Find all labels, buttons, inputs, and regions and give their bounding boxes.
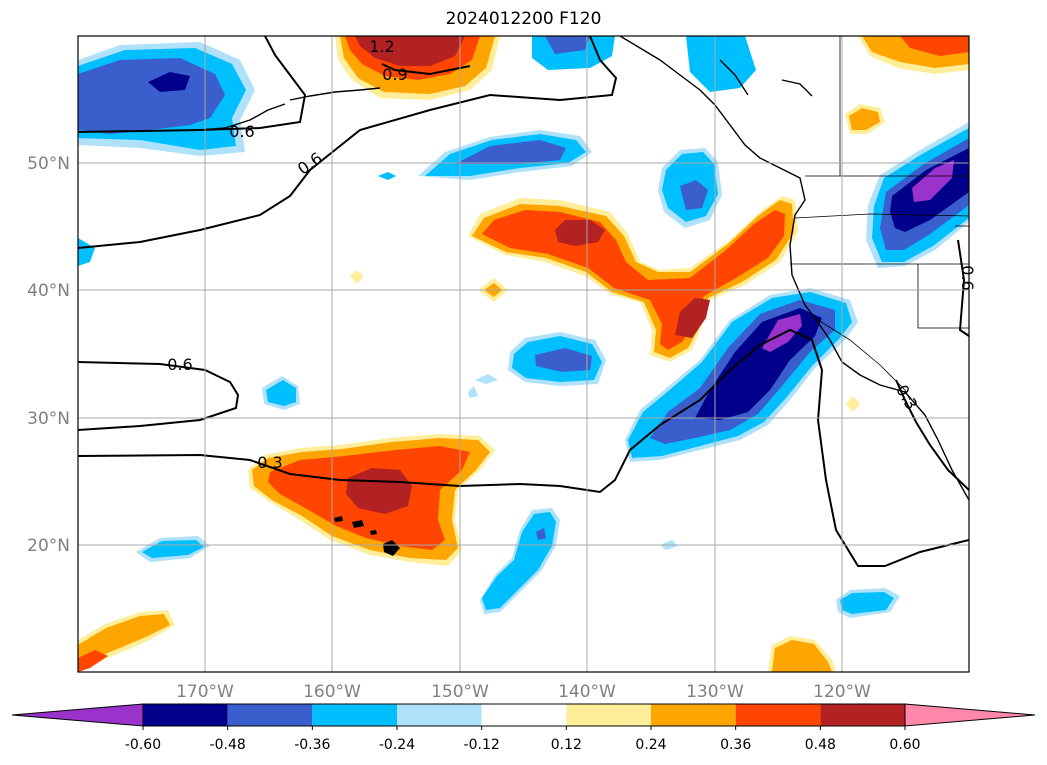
hawaii-islands	[334, 516, 400, 556]
negative-anomaly-central-north	[418, 130, 592, 180]
positive-anomaly-south	[768, 636, 836, 672]
longitude-tick-label: 170°W	[176, 682, 234, 702]
colorbar-segment	[566, 704, 651, 726]
colorbar-tick-label: -0.60	[125, 737, 161, 753]
longitude-labels: 170°W 160°W 150°W 140°W 130°W 120°W	[176, 682, 871, 702]
colorbar-tick-label: -0.12	[464, 737, 500, 753]
negative-anomaly-pacific-nw	[866, 122, 969, 268]
longitude-tick-label: 120°W	[813, 682, 871, 702]
negative-anomaly-small	[262, 172, 678, 550]
colorbar-segment	[143, 704, 228, 726]
latitude-tick-label: 40°N	[27, 281, 70, 301]
negative-anomaly-west-edge	[78, 238, 95, 266]
latitude-tick-label: 20°N	[27, 536, 70, 556]
gridlines	[78, 36, 969, 672]
map-frame	[77, 35, 970, 673]
contour-label: 0.3	[257, 453, 282, 472]
colorbar-tick-label: -0.24	[379, 737, 415, 753]
colorbar-segment	[397, 704, 482, 726]
contour-label: 1.2	[369, 37, 394, 56]
map-title: 2024012200 F120	[445, 9, 602, 29]
coastline	[199, 36, 969, 501]
colorbar-extend-high	[904, 703, 1036, 727]
colorbar: -0.60 -0.48 -0.36 -0.24 -0.12 0.12 0.24 0.36 0.4…	[11, 703, 1036, 753]
positive-anomaly-hawaii	[248, 434, 495, 566]
contour-label: 0.6	[229, 122, 254, 141]
colorbar-segment	[820, 704, 905, 726]
map-panel	[78, 36, 969, 672]
colorbar-tick-label: 0.12	[551, 737, 582, 753]
colorbar-segment	[481, 704, 567, 726]
colorbar-tick-label: -0.36	[294, 737, 330, 753]
contour-labels: 1.2 0.9 0.6 0.6 0.6 0.3 0.6 0.3	[167, 37, 977, 472]
colorbar-segment	[312, 704, 397, 726]
colorbar-segment	[735, 704, 821, 726]
colorbar-extend-low	[11, 703, 144, 727]
colorbar-tick-label: 0.36	[720, 737, 751, 753]
colorbar-tick-label: 0.48	[805, 737, 836, 753]
longitude-tick-label: 140°W	[558, 682, 616, 702]
positive-anomaly-southwest	[78, 610, 175, 672]
colorbar-tick-label: 0.24	[635, 737, 666, 753]
negative-anomaly-offshore-bc	[658, 148, 722, 228]
latitude-tick-label: 50°N	[27, 154, 70, 174]
positive-anomaly-north	[335, 36, 500, 100]
positive-anomaly-northeast	[845, 36, 969, 134]
negative-anomaly-south-central	[480, 508, 560, 614]
positive-anomaly-central-band	[468, 196, 798, 362]
longitude-tick-label: 150°W	[431, 682, 489, 702]
colorbar-segment	[227, 704, 313, 726]
longitude-tick-label: 130°W	[686, 682, 744, 702]
colorbar-tick-label: -0.48	[210, 737, 246, 753]
longitude-tick-label: 160°W	[303, 682, 361, 702]
contour-label: 0.9	[382, 65, 407, 84]
latitude-tick-label: 30°N	[27, 409, 70, 429]
contour-label: 0.6	[167, 355, 192, 374]
negative-anomaly-central	[508, 332, 606, 386]
colorbar-frame	[142, 703, 906, 727]
negative-anomaly-nw	[78, 42, 255, 156]
contour-label: 0.6	[958, 265, 977, 290]
state-borders	[790, 36, 969, 401]
colorbar-segment	[651, 704, 736, 726]
colorbar-tick-label: 0.60	[889, 737, 920, 753]
latitude-labels: 20°N 30°N 40°N 50°N	[27, 154, 70, 556]
